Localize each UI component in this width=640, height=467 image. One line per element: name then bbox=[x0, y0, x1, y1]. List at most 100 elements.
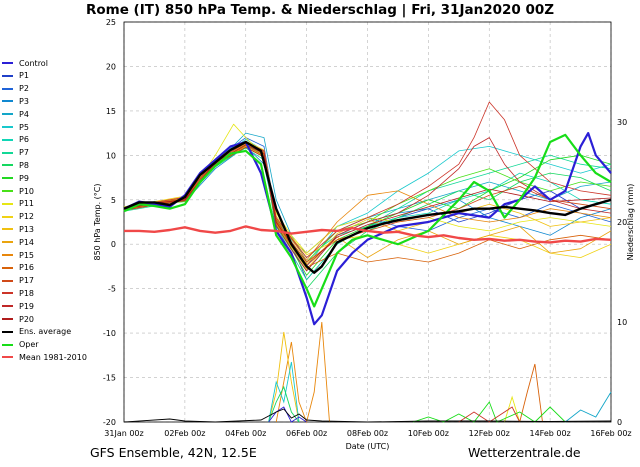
precip-line bbox=[458, 406, 521, 423]
legend-label: P10 bbox=[19, 186, 35, 196]
legend-swatch bbox=[2, 228, 13, 231]
x-tick-label: 02Feb 00z bbox=[164, 429, 205, 438]
legend-swatch bbox=[2, 190, 13, 192]
x-tick-label: 10Feb 00z bbox=[408, 429, 449, 438]
y-tick-label-right: 30 bbox=[617, 118, 627, 127]
legend-item: P19 bbox=[2, 300, 34, 312]
precip-line bbox=[268, 385, 300, 423]
legend-item: P18 bbox=[2, 287, 34, 299]
x-tick-label: 06Feb 00z bbox=[286, 429, 327, 438]
temp-line-oper bbox=[123, 133, 612, 308]
legend-item: P6 bbox=[2, 134, 29, 146]
legend-label: P18 bbox=[19, 288, 35, 298]
temp-line-mean-1981-2010 bbox=[124, 225, 612, 244]
legend-swatch bbox=[2, 202, 13, 205]
temp-line-p16 bbox=[123, 145, 612, 268]
precip-line bbox=[565, 391, 612, 423]
legend-label: Mean 1981-2010 bbox=[19, 352, 87, 362]
precip-line bbox=[268, 331, 300, 423]
y-tick-label-right: 10 bbox=[617, 318, 627, 327]
legend-item: P11 bbox=[2, 198, 34, 210]
y-tick-label-right: 0 bbox=[617, 418, 622, 427]
precip-line bbox=[275, 321, 330, 424]
legend-label: P6 bbox=[19, 135, 29, 145]
legend-swatch bbox=[2, 215, 13, 218]
legend-swatch bbox=[2, 356, 13, 359]
legend-label: P9 bbox=[19, 173, 29, 183]
legend-item: P20 bbox=[2, 313, 34, 325]
legend-item: P17 bbox=[2, 275, 34, 287]
legend-item: P1 bbox=[2, 70, 29, 82]
legend-swatch bbox=[2, 279, 13, 282]
legend-label: Oper bbox=[19, 340, 39, 350]
legend-item: P5 bbox=[2, 121, 29, 133]
legend-label: P4 bbox=[19, 109, 29, 119]
legend-swatch bbox=[2, 318, 13, 320]
legend-item: P10 bbox=[2, 185, 34, 197]
legend-label: P15 bbox=[19, 250, 35, 260]
y-axis-label-right: Niederschlag (mm) bbox=[626, 184, 635, 261]
legend-label: P20 bbox=[19, 314, 35, 324]
model-location-label: GFS Ensemble, 42N, 12.5E bbox=[90, 445, 257, 460]
legend-label: P14 bbox=[19, 237, 35, 247]
precip-line bbox=[268, 361, 300, 423]
precip-line bbox=[504, 395, 521, 423]
legend-label: P12 bbox=[19, 212, 35, 222]
legend-item: P3 bbox=[2, 95, 29, 107]
y-tick-label-left: 5 bbox=[111, 196, 116, 205]
legend-swatch bbox=[2, 164, 13, 167]
x-tick-label: 08Feb 00z bbox=[347, 429, 388, 438]
legend-item: P16 bbox=[2, 262, 34, 274]
legend-label: P16 bbox=[19, 263, 35, 273]
x-axis-label: Date (UTC) bbox=[346, 442, 390, 451]
legend-swatch bbox=[2, 113, 13, 116]
x-tick-label: 04Feb 00z bbox=[225, 429, 266, 438]
y-tick-label-left: 15 bbox=[106, 107, 116, 116]
legend-label: P7 bbox=[19, 148, 29, 158]
legend-swatch bbox=[2, 74, 13, 77]
legend-item: Oper bbox=[2, 339, 39, 351]
y-tick-label-left: -20 bbox=[103, 418, 116, 427]
precip-line bbox=[519, 363, 543, 423]
temp-line-p11 bbox=[123, 123, 612, 254]
legend-swatch bbox=[2, 305, 13, 308]
y-tick-label-right: 20 bbox=[617, 218, 627, 227]
legend-item: P8 bbox=[2, 159, 29, 171]
legend-swatch bbox=[2, 126, 13, 128]
legend-swatch bbox=[2, 177, 13, 180]
legend-item: P4 bbox=[2, 108, 29, 120]
y-tick-label-left: -10 bbox=[103, 329, 116, 338]
y-tick-label-left: -5 bbox=[108, 285, 116, 294]
y-axis-label-left: 850 hPa Temp. (°C) bbox=[93, 183, 102, 260]
precip-line bbox=[413, 401, 566, 423]
legend-label: P13 bbox=[19, 224, 35, 234]
x-tick-label: 12Feb 00z bbox=[469, 429, 510, 438]
legend-swatch bbox=[2, 254, 13, 256]
y-tick-label-left: 20 bbox=[106, 62, 116, 71]
legend-label: P17 bbox=[19, 276, 35, 286]
source-label: Wetterzentrale.de bbox=[468, 445, 581, 460]
legend-label: Ens. average bbox=[19, 327, 72, 337]
legend-label: P11 bbox=[19, 199, 35, 209]
legend-item: Mean 1981-2010 bbox=[2, 351, 87, 363]
legend-swatch bbox=[2, 87, 13, 90]
y-tick-label-left: 25 bbox=[106, 18, 116, 27]
temp-line-control bbox=[123, 132, 612, 326]
legend-swatch bbox=[2, 330, 13, 333]
y-tick-label-left: 0 bbox=[111, 240, 116, 249]
legend-swatch bbox=[2, 266, 13, 269]
legend-swatch bbox=[2, 151, 13, 154]
legend-label: P8 bbox=[19, 160, 29, 170]
legend-label: P19 bbox=[19, 301, 35, 311]
legend-item: P9 bbox=[2, 172, 29, 184]
legend-swatch bbox=[2, 138, 13, 141]
legend-swatch bbox=[2, 292, 13, 295]
precip-line bbox=[268, 406, 307, 423]
legend-item: P14 bbox=[2, 236, 34, 248]
legend-swatch bbox=[2, 241, 13, 244]
legend-swatch bbox=[2, 62, 13, 64]
legend-item: P2 bbox=[2, 83, 29, 95]
legend-item: P15 bbox=[2, 249, 34, 261]
legend-item: P7 bbox=[2, 147, 29, 159]
